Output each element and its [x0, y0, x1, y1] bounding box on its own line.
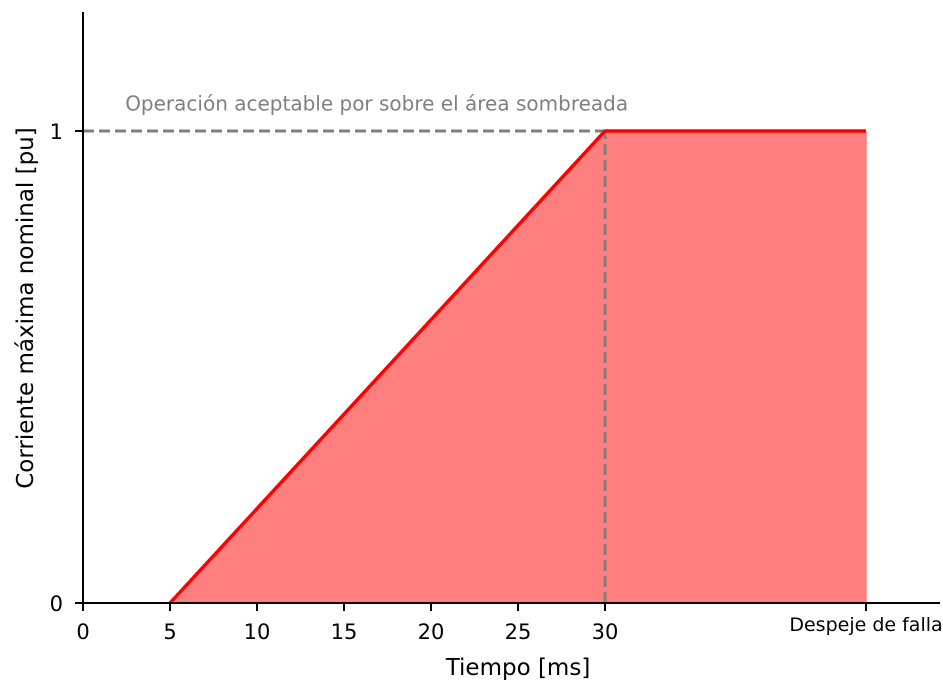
- series-layer: [168, 129, 866, 605]
- y-axis-title: Corriente máxima nominal [pu]: [13, 127, 39, 489]
- x-tick-label: 20: [418, 620, 445, 644]
- x-tick-label: 10: [244, 620, 271, 644]
- annotation-text: Operación aceptable por sobre el área so…: [125, 92, 628, 116]
- x-ticks: 0 5 10 15 20 25 30 Despeje de falla: [76, 603, 943, 644]
- x-tick-label: 15: [331, 620, 358, 644]
- x-tick-label: 5: [163, 620, 176, 644]
- annotations: Operación aceptable por sobre el área so…: [125, 92, 628, 116]
- x-tick-label: 30: [592, 620, 619, 644]
- y-ticks: 01: [50, 120, 83, 616]
- x-tick-label: 0: [76, 620, 89, 644]
- series-line: [168, 129, 866, 605]
- y-tick-label: 0: [50, 592, 63, 616]
- x-tick-label: 25: [505, 620, 532, 644]
- axes: [82, 12, 940, 604]
- fill-layer: [170, 131, 867, 603]
- shaded-area: [170, 131, 866, 603]
- reference-lines: [83, 129, 607, 603]
- x-tick-label: Despeje de falla: [789, 614, 942, 636]
- x-axis-title: Tiempo [ms]: [445, 655, 591, 681]
- y-tick-label: 1: [50, 120, 63, 144]
